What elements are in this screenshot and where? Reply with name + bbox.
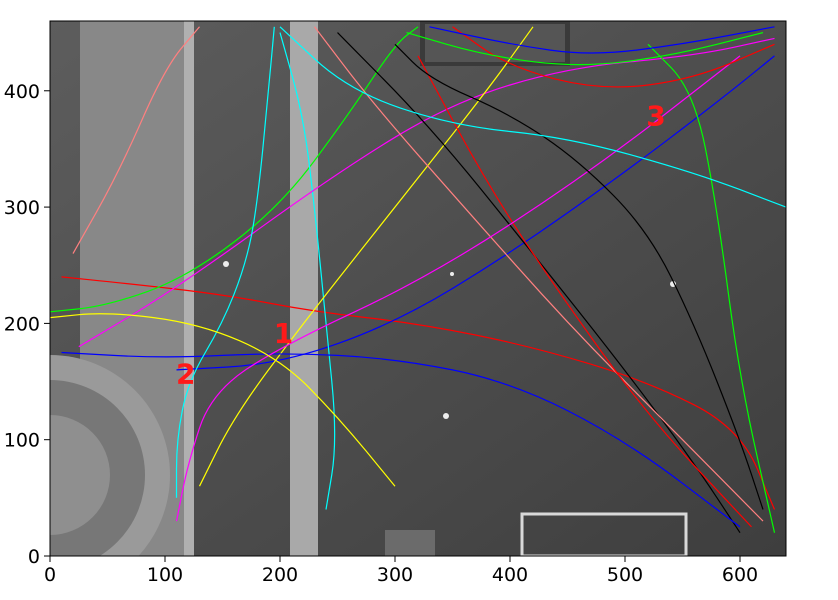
trajectory-line xyxy=(279,26,786,208)
trajectory-line xyxy=(337,32,741,534)
trajectory-line xyxy=(176,55,775,371)
trajectory-line xyxy=(50,313,396,487)
x-tick-label: 100 xyxy=(147,564,183,586)
trajectory-line xyxy=(61,276,776,510)
y-tick-label: 100 xyxy=(4,430,40,452)
trajectory-line xyxy=(406,32,764,66)
y-tick-label: 300 xyxy=(4,197,40,219)
x-axis: 0 100 200 300 400 500 600 xyxy=(44,556,758,586)
region-marker-1: 1 xyxy=(274,317,293,350)
trajectory-line xyxy=(647,43,776,533)
trajectory-line xyxy=(198,26,534,487)
trajectory-line xyxy=(314,26,764,522)
x-tick-label: 0 xyxy=(44,564,56,586)
region-marker-3: 3 xyxy=(646,100,665,133)
trajectory-line xyxy=(452,26,775,88)
trajectory-line xyxy=(429,26,775,54)
x-tick-label: 200 xyxy=(262,564,298,586)
courtyard-background xyxy=(50,21,786,556)
trajectory-line xyxy=(61,351,741,528)
plot-frame xyxy=(49,20,787,557)
trajectory-line xyxy=(417,55,752,528)
trajectory-line xyxy=(50,26,419,313)
region-markers: 1 2 3 xyxy=(176,100,666,391)
y-axis: 0 100 200 300 400 xyxy=(4,81,50,568)
region-marker-2: 2 xyxy=(176,358,195,391)
trajectory-line xyxy=(175,26,275,498)
trajectory-line xyxy=(78,37,775,348)
x-tick-label: 500 xyxy=(607,564,643,586)
x-tick-label: 400 xyxy=(492,564,528,586)
x-tick-label: 600 xyxy=(722,564,758,586)
trajectories xyxy=(50,26,786,534)
y-tick-label: 200 xyxy=(4,313,40,335)
trajectory-line xyxy=(394,43,764,510)
y-tick-label: 0 xyxy=(28,546,40,568)
y-tick-label: 400 xyxy=(4,81,40,103)
x-tick-label: 300 xyxy=(377,564,413,586)
trajectory-line xyxy=(72,26,200,254)
trajectory-line xyxy=(279,32,336,510)
trajectory-line xyxy=(175,55,741,522)
